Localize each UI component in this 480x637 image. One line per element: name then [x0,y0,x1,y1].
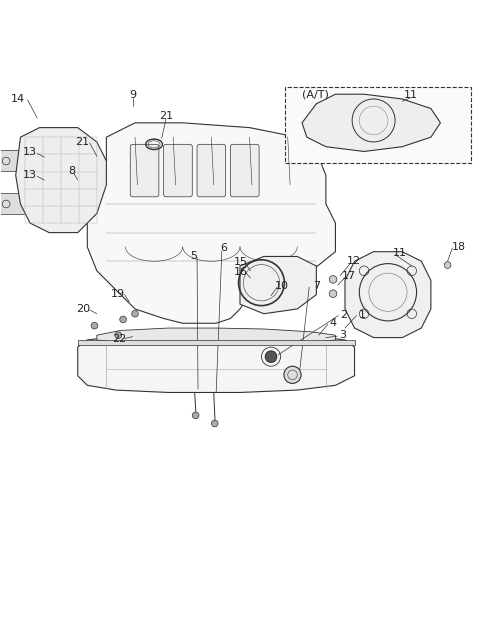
Text: 12: 12 [347,256,360,266]
Text: 9: 9 [129,90,136,100]
Circle shape [329,276,337,283]
Circle shape [329,290,337,297]
Text: 17: 17 [342,271,356,280]
Text: 18: 18 [452,242,466,252]
Text: 11: 11 [404,90,418,99]
Text: 21: 21 [159,111,173,121]
Text: (A/T): (A/T) [302,90,329,99]
Polygon shape [345,252,431,338]
Text: 5: 5 [190,250,197,261]
Circle shape [211,420,218,427]
Text: 15: 15 [234,257,248,267]
Polygon shape [78,338,355,392]
FancyBboxPatch shape [285,87,471,164]
FancyBboxPatch shape [164,145,192,197]
FancyBboxPatch shape [130,145,159,197]
Text: 6: 6 [220,243,227,253]
Circle shape [444,262,451,268]
Text: 20: 20 [76,304,91,314]
Text: 10: 10 [275,281,289,291]
Text: 13: 13 [23,170,37,180]
Text: 11: 11 [393,248,407,257]
Text: 14: 14 [11,94,25,104]
FancyBboxPatch shape [0,150,26,171]
Polygon shape [302,94,441,152]
Circle shape [284,366,301,383]
Text: 21: 21 [75,137,90,147]
Text: 16: 16 [234,267,248,276]
Polygon shape [16,127,107,233]
Circle shape [115,332,121,338]
Circle shape [91,322,98,329]
Polygon shape [87,123,336,323]
Text: 1: 1 [359,310,366,320]
Text: 22: 22 [113,334,127,343]
Text: 2: 2 [340,310,348,320]
FancyBboxPatch shape [230,145,259,197]
Circle shape [120,316,126,323]
FancyBboxPatch shape [197,145,226,197]
Polygon shape [240,257,316,314]
Polygon shape [97,328,336,345]
Text: 13: 13 [23,147,37,157]
Circle shape [132,310,138,317]
Text: 7: 7 [313,281,320,291]
Text: 3: 3 [339,330,346,340]
Text: 8: 8 [69,166,75,176]
Circle shape [265,351,277,362]
Text: 19: 19 [111,289,125,299]
Polygon shape [78,340,355,345]
FancyBboxPatch shape [0,194,26,215]
Circle shape [192,412,199,419]
Text: 4: 4 [329,318,336,328]
